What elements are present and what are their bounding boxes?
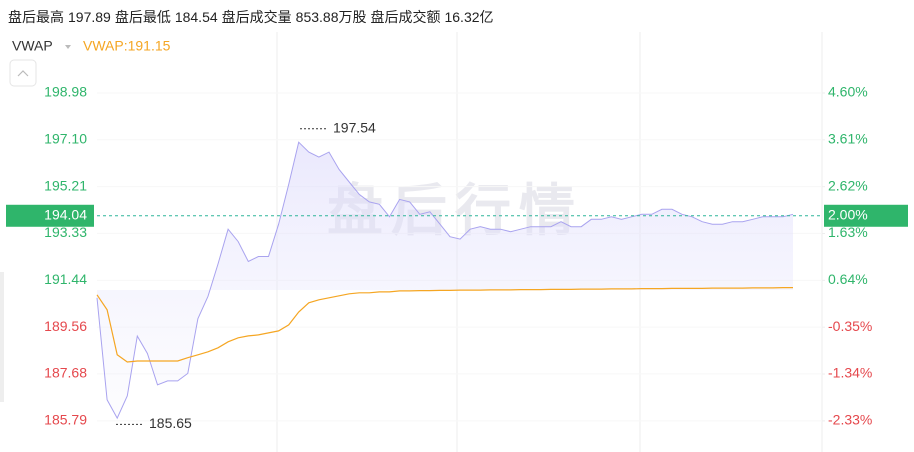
low-label: 185.65 xyxy=(149,415,192,431)
collapse-icon xyxy=(17,70,29,77)
last-change-label: 2.00% xyxy=(828,206,868,222)
y-tick-label: 187.68 xyxy=(44,365,87,381)
stat-value: 16.32亿 xyxy=(444,9,494,25)
stat-label: 盘后最低 xyxy=(114,9,171,25)
collapse-button[interactable] xyxy=(9,59,37,87)
y-tick-label: 197.10 xyxy=(44,130,87,146)
price-area xyxy=(97,142,793,419)
y-tick-label: 198.98 xyxy=(44,84,87,100)
last-price-badge xyxy=(6,204,94,227)
side-strip xyxy=(0,272,4,402)
y2-tick-label: -1.34% xyxy=(828,365,872,381)
y-tick-label: 195.21 xyxy=(44,177,87,193)
y-tick-label: 189.56 xyxy=(44,318,87,334)
y2-tick-label: 4.60% xyxy=(828,84,868,100)
header-stats: 盘后最高 197.89 盘后最低 184.54 盘后成交量 853.88万股 盘后成交额 16… xyxy=(8,7,498,27)
last-price-label: 194.04 xyxy=(44,206,87,222)
vwap-selector[interactable]: VWAP xyxy=(12,38,53,54)
stat-label: 盘后成交量 xyxy=(221,9,292,25)
y2-tick-label: 2.62% xyxy=(828,177,868,193)
dropdown-arrow xyxy=(65,45,71,49)
vwap-line xyxy=(96,287,793,363)
y2-tick-label: -2.33% xyxy=(828,412,872,428)
stat-label: 盘后成交额 xyxy=(370,9,441,25)
y2-tick-label: 1.63% xyxy=(828,224,868,240)
y-tick-label: 193.33 xyxy=(44,224,87,240)
last-change-badge xyxy=(824,204,908,227)
legend-value: VWAP:191.15 xyxy=(83,38,171,54)
y-tick-label: 185.79 xyxy=(44,412,87,428)
y-tick-label: 191.44 xyxy=(44,271,87,287)
y2-tick-label: 3.61% xyxy=(828,131,868,147)
stat-value: 197.89 xyxy=(68,9,111,25)
y2-tick-label: 0.64% xyxy=(828,271,868,287)
y2-tick-label: -0.35% xyxy=(828,318,872,334)
price-line xyxy=(96,141,794,420)
stat-value: 184.54 xyxy=(174,9,218,25)
stat-value: 853.88万股 xyxy=(295,9,367,25)
high-label: 197.54 xyxy=(333,119,376,135)
stat-label: 盘后最高 xyxy=(8,9,64,25)
